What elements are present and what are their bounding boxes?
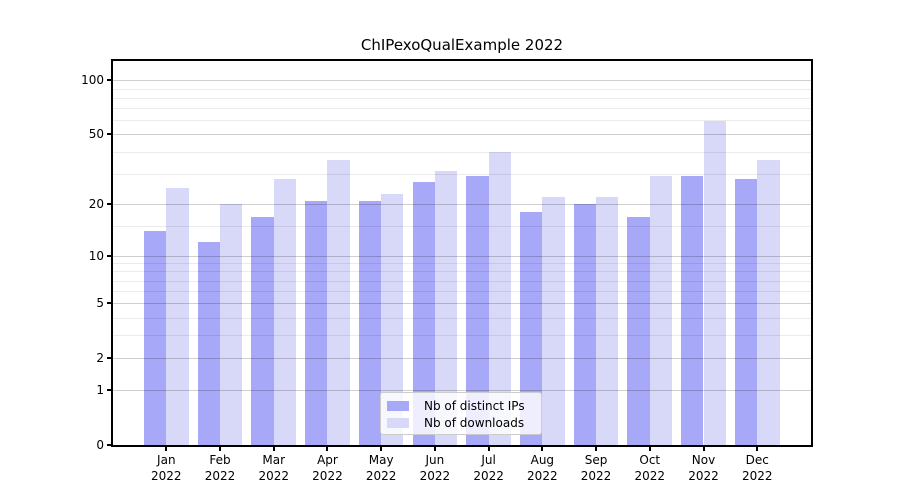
bar-aug-distinct-ips — [520, 212, 543, 445]
bar-feb-downloads — [220, 204, 243, 445]
y-tick-label: 1 — [96, 383, 104, 398]
y-tick-label: 20 — [88, 197, 104, 212]
y-tick-label: 2 — [96, 351, 104, 366]
y-tick-label: 5 — [96, 296, 104, 311]
x-tick-label-may: May 2022 — [353, 452, 409, 484]
x-tick-label-jul: Jul 2022 — [461, 452, 517, 484]
x-axis-tick — [433, 447, 436, 451]
minor-gridline — [113, 108, 811, 110]
x-tick-year-label: 2022 — [258, 469, 289, 483]
y-axis-tick — [107, 389, 111, 392]
x-tick-label-oct: Oct 2022 — [622, 452, 678, 484]
bar-nov-distinct-ips — [681, 176, 704, 445]
x-axis-tick — [487, 447, 490, 451]
y-axis-tick — [107, 357, 111, 360]
legend: Nb of distinct IPs Nb of downloads — [380, 392, 542, 435]
bar-mar-downloads — [273, 178, 297, 445]
y-axis-tick — [107, 302, 111, 305]
bar-jul-downloads — [488, 151, 511, 445]
bar-sep-distinct-ips — [573, 204, 597, 445]
bar-feb-distinct-ips — [197, 242, 221, 445]
y-tick-label: 0 — [96, 438, 104, 452]
x-tick-label-jun: Jun 2022 — [407, 452, 463, 484]
x-tick-label-feb: Feb 2022 — [192, 452, 248, 484]
bar-apr-distinct-ips — [305, 200, 328, 445]
x-tick-label-aug: Aug 2022 — [514, 452, 570, 484]
x-tick-label-apr: Apr 2022 — [299, 452, 355, 484]
bar-dec-downloads — [757, 159, 780, 445]
legend-label-downloads: Nb of downloads — [424, 415, 525, 430]
bar-may-downloads — [381, 193, 404, 445]
x-axis-tick — [219, 447, 222, 451]
x-tick-year-label: 2022 — [634, 469, 666, 483]
x-axis-tick — [595, 447, 598, 451]
bar-oct-distinct-ips — [627, 216, 650, 445]
x-tick-year-label: 2022 — [580, 469, 612, 483]
bar-jan-distinct-ips — [144, 231, 167, 445]
bar-jul-distinct-ips — [466, 176, 489, 445]
y-tick-label: 50 — [88, 127, 104, 142]
legend-label-distinct-ips: Nb of distinct IPs — [424, 398, 525, 413]
bar-dec-distinct-ips — [734, 178, 758, 445]
minor-gridline — [113, 97, 811, 99]
x-tick-year-label: 2022 — [419, 469, 451, 483]
x-tick-year-label: 2022 — [527, 469, 558, 483]
bar-jan-downloads — [166, 187, 189, 445]
legend-item-distinct-ips: Nb of distinct IPs — [387, 397, 533, 414]
x-axis-tick — [165, 447, 168, 451]
y-axis-tick — [107, 203, 111, 206]
legend-swatch-downloads — [387, 417, 409, 428]
bar-oct-downloads — [649, 176, 673, 445]
x-axis-tick — [272, 447, 275, 451]
legend-item-downloads: Nb of downloads — [387, 414, 533, 431]
x-axis-tick — [648, 447, 651, 451]
y-axis-tick — [107, 254, 111, 257]
x-axis-tick — [702, 447, 705, 451]
bar-sep-downloads — [596, 197, 619, 445]
x-tick-label-sep: Sep 2022 — [568, 452, 624, 484]
chart-title: ChIPexoQualExample 2022 — [360, 36, 564, 54]
bar-jun-downloads — [434, 171, 458, 445]
x-tick-year-label: 2022 — [688, 469, 719, 483]
x-tick-year-label: 2022 — [365, 469, 397, 483]
y-axis-tick — [107, 444, 111, 446]
x-tick-year-label: 2022 — [741, 469, 773, 483]
x-tick-label-nov: Nov 2022 — [676, 452, 732, 484]
x-tick-label-dec: Dec 2022 — [729, 452, 785, 484]
minor-gridline — [113, 88, 811, 90]
x-tick-year-label: 2022 — [204, 469, 236, 483]
x-axis-tick — [326, 447, 329, 451]
bar-jun-distinct-ips — [412, 181, 435, 445]
bar-nov-downloads — [703, 121, 726, 445]
y-axis-tick — [107, 79, 111, 82]
bar-aug-downloads — [542, 197, 565, 445]
legend-swatch-distinct-ips — [387, 400, 409, 411]
major-gridline — [113, 80, 811, 82]
x-tick-year-label: 2022 — [312, 469, 343, 483]
y-tick-label: 100 — [81, 73, 104, 88]
bar-apr-downloads — [327, 159, 350, 445]
bar-mar-distinct-ips — [251, 216, 274, 445]
x-axis-tick — [541, 447, 544, 451]
y-axis-tick — [107, 133, 111, 136]
x-tick-year-label: 2022 — [473, 469, 504, 483]
x-axis-tick — [756, 447, 759, 451]
x-axis-tick — [380, 447, 383, 451]
x-tick-year-label: 2022 — [151, 469, 182, 483]
x-tick-label-jan: Jan 2022 — [138, 452, 194, 484]
y-tick-label: 10 — [88, 248, 104, 263]
x-tick-label-mar: Mar 2022 — [246, 452, 302, 484]
bar-may-distinct-ips — [358, 200, 382, 445]
